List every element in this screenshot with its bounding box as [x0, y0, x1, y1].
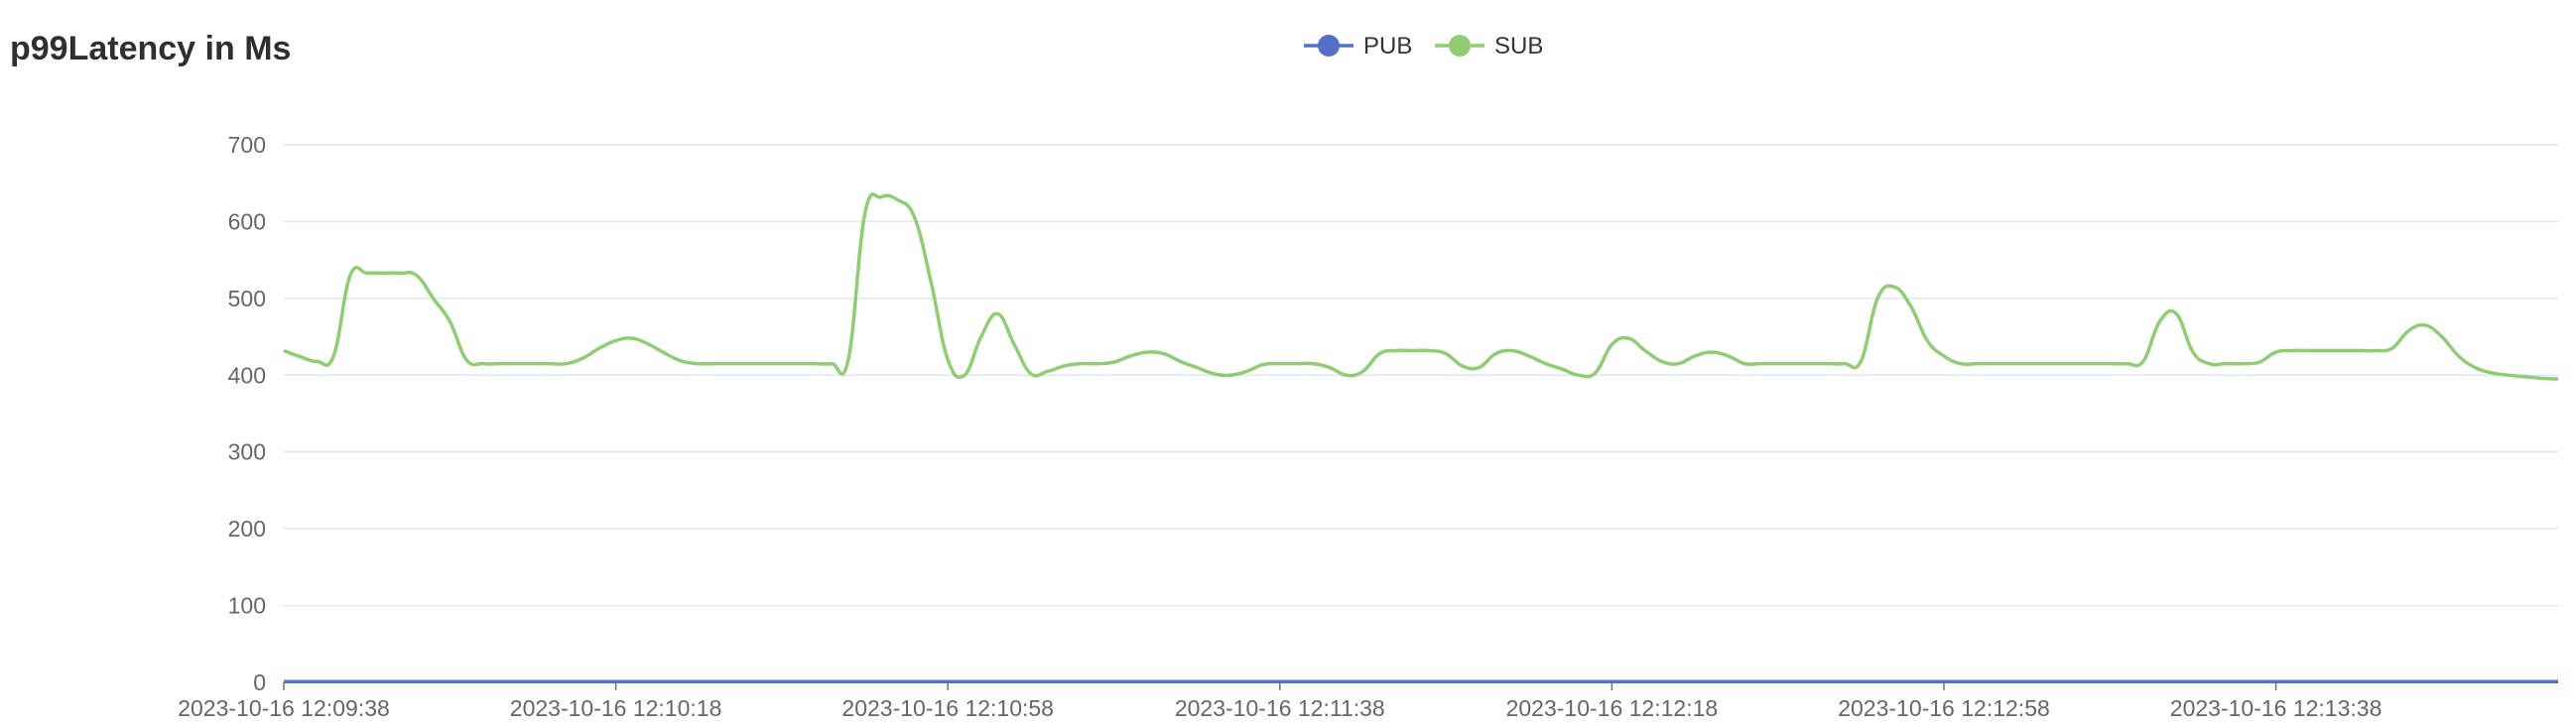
y-tick-label: 300	[228, 439, 266, 465]
grid-lines	[284, 144, 2558, 607]
y-tick-label: 400	[228, 362, 266, 388]
y-tick-label: 200	[228, 516, 266, 542]
series-lines	[283, 192, 2559, 683]
series-line-sub	[283, 192, 2559, 381]
x-tick-label: 2023-10-16 12:10:58	[841, 695, 1054, 721]
x-tick-label: 2023-10-16 12:09:38	[178, 695, 390, 721]
y-tick-label: 0	[253, 669, 266, 695]
x-tick-label: 2023-10-16 12:12:18	[1506, 695, 1719, 721]
x-tick-label: 2023-10-16 12:11:38	[1175, 695, 1385, 721]
y-tick-label: 600	[228, 208, 266, 234]
y-tick-label: 100	[228, 593, 266, 619]
x-tick-label: 2023-10-16 12:13:38	[2170, 695, 2383, 721]
chart-title: p99Latency in Ms	[10, 30, 292, 67]
legend-label: PUB	[1363, 33, 1412, 60]
x-tick-label: 2023-10-16 12:10:18	[510, 695, 722, 721]
y-axis-ticks: 0 100 200 300 400 500 600 700	[228, 132, 266, 695]
legend-label: SUB	[1494, 33, 1543, 60]
legend-marker-icon	[1318, 35, 1340, 57]
legend-item-sub[interactable]: SUB	[1435, 33, 1543, 60]
x-axis: 2023-10-16 12:09:38 2023-10-16 12:10:18 20…	[178, 681, 2558, 721]
x-tick-label: 2023-10-16 12:12:58	[1838, 695, 2050, 721]
legend: PUB SUB	[1304, 33, 1543, 60]
legend-item-pub[interactable]: PUB	[1304, 33, 1412, 60]
y-tick-label: 700	[228, 132, 266, 158]
legend-marker-icon	[1449, 35, 1471, 57]
y-tick-label: 500	[228, 286, 266, 311]
